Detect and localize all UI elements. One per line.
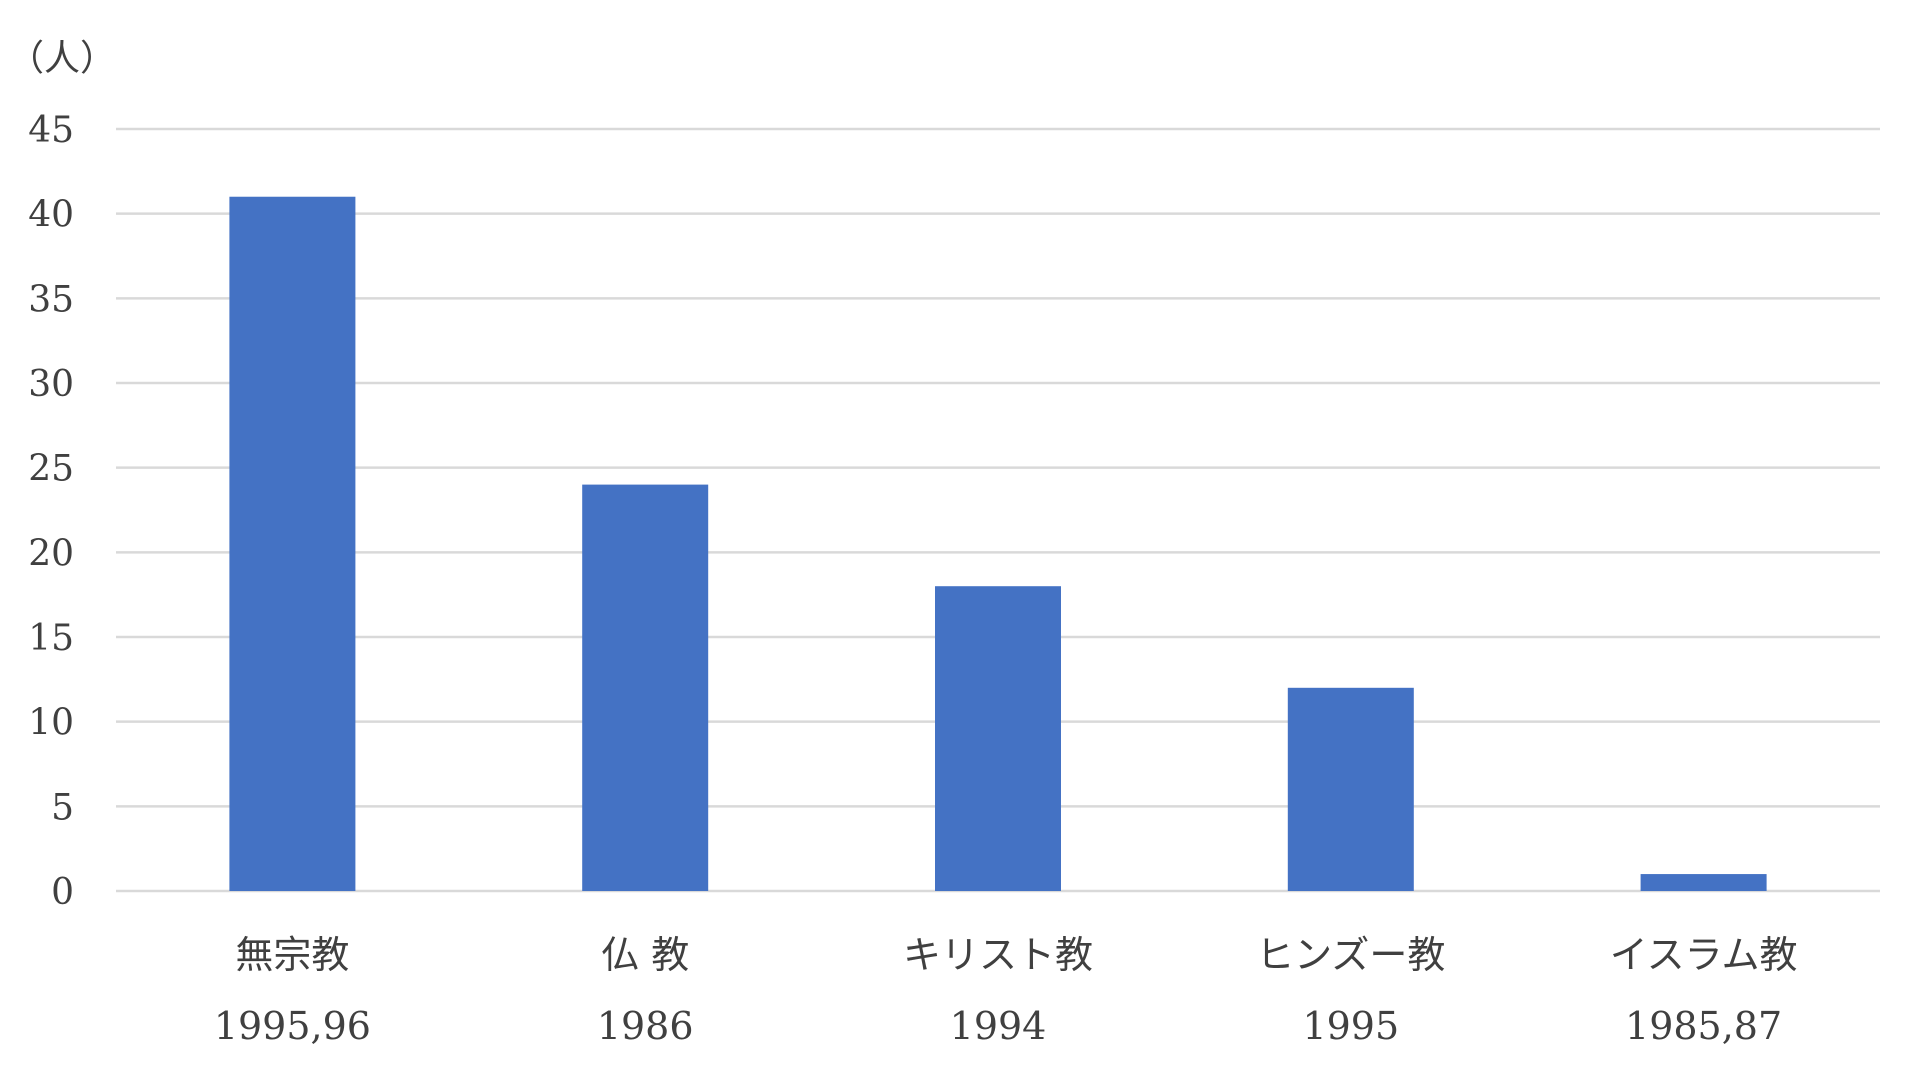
bar bbox=[582, 484, 709, 891]
x-category-year-label: 1995,96 bbox=[214, 1004, 371, 1048]
y-tick-label: 5 bbox=[51, 787, 74, 828]
x-category-label: 無宗教 bbox=[235, 933, 349, 977]
y-tick-label: 30 bbox=[28, 364, 74, 405]
y-tick-label: 40 bbox=[28, 195, 74, 236]
y-tick-label: 45 bbox=[28, 110, 74, 151]
bar bbox=[229, 196, 356, 891]
y-tick-label: 0 bbox=[51, 872, 74, 913]
y-tick-label: 15 bbox=[28, 618, 74, 659]
y-axis-unit-label: （人） bbox=[8, 38, 116, 79]
y-tick-label: 35 bbox=[28, 279, 74, 320]
x-category-label: イスラム教 bbox=[1610, 933, 1798, 977]
x-category-year-label: 1994 bbox=[950, 1004, 1047, 1048]
bar bbox=[1287, 687, 1414, 891]
y-tick-label: 25 bbox=[28, 449, 74, 490]
x-category-label: キリスト教 bbox=[903, 933, 1093, 977]
x-category-year-label: 1985,87 bbox=[1625, 1004, 1782, 1048]
bar bbox=[935, 586, 1061, 891]
x-category-label: ヒンズー教 bbox=[1256, 933, 1445, 977]
bar bbox=[1640, 874, 1767, 891]
x-axis-labels: 無宗教 1995,96 仏 教 1986 キリスト教 1994 ヒンズー教 1995 イスラム教… bbox=[214, 933, 1798, 1048]
x-category-year-label: 1995 bbox=[1302, 1004, 1399, 1048]
y-axis-ticks: 0 5 10 15 20 25 30 35 40 45 bbox=[28, 110, 74, 913]
x-category-label: 仏 教 bbox=[601, 933, 689, 977]
bars bbox=[229, 196, 1767, 891]
y-tick-label: 20 bbox=[28, 533, 74, 574]
y-tick-label: 10 bbox=[28, 703, 74, 744]
gridlines bbox=[116, 127, 1880, 893]
x-category-year-label: 1986 bbox=[597, 1004, 694, 1048]
